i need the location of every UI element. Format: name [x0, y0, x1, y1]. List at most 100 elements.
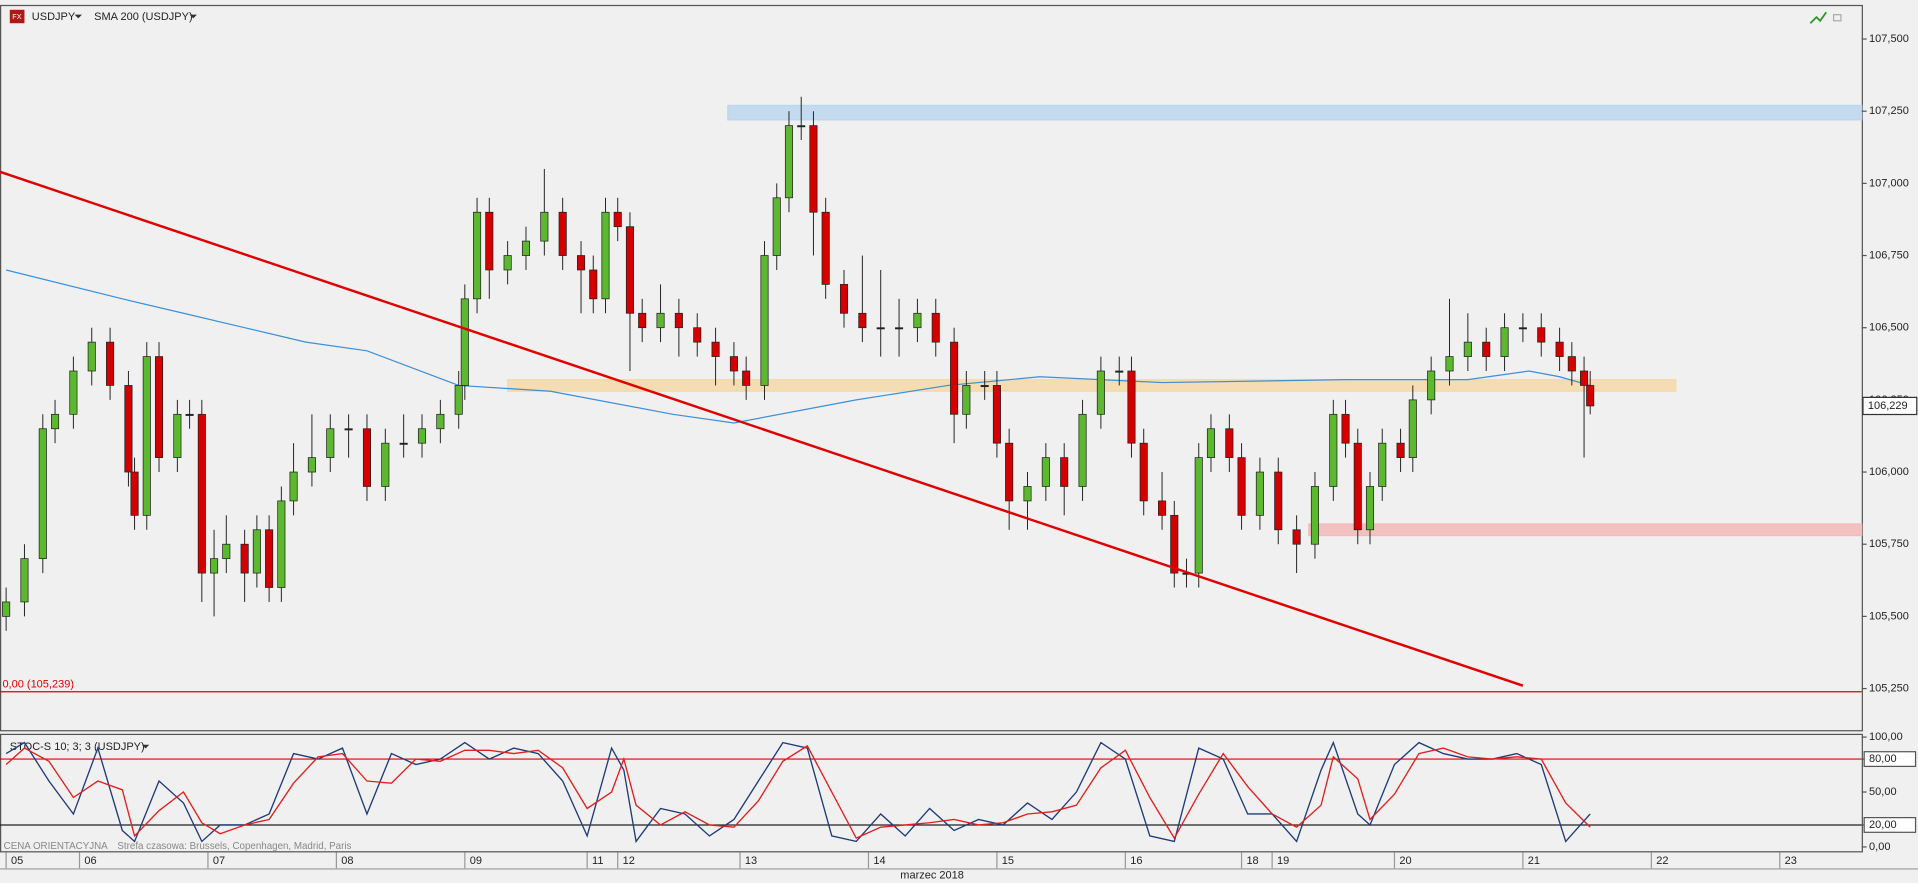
candle-body: [576, 255, 586, 271]
symbol-icon[interactable]: [9, 9, 25, 24]
x-tick-label: 11: [592, 855, 603, 867]
candle-body: [173, 413, 182, 458]
candle-body: [399, 442, 408, 445]
x-tick-label: 12: [623, 855, 635, 867]
candle-body: [1518, 327, 1527, 330]
candle-body: [1463, 341, 1472, 357]
candle-body: [558, 211, 567, 256]
indicator-title[interactable]: STOC-S 10; 3; 3 (USDJPY): [10, 741, 145, 753]
x-axis-title: marzec 2018: [900, 870, 964, 882]
x-tick-label: 07: [213, 855, 225, 867]
candle-body: [895, 327, 904, 330]
dropdown-arrow[interactable]: [189, 14, 197, 19]
candle-body: [1170, 514, 1179, 574]
stoch-panel: [0, 733, 1863, 853]
candle-body: [656, 312, 665, 329]
candle-body: [485, 211, 494, 271]
candle-body: [931, 312, 940, 343]
legend-entry[interactable]: SMA 200 (USDJPY): [94, 11, 192, 23]
candle-body: [1329, 413, 1338, 487]
x-tick-label: 23: [1785, 855, 1797, 867]
y-tick-label: 80,00: [1869, 753, 1897, 765]
candle-body: [344, 428, 353, 431]
candle-body: [1115, 370, 1124, 373]
candle-body: [38, 428, 47, 560]
x-tick-label: 13: [745, 855, 757, 867]
candle-body: [1567, 356, 1576, 372]
candle-body: [1408, 399, 1417, 458]
x-tick-label: 18: [1246, 855, 1258, 867]
candle-body: [962, 385, 971, 415]
x-tick-label: 06: [84, 855, 96, 867]
candle-body: [1427, 370, 1436, 401]
candle-body: [1225, 428, 1234, 458]
toolbar-icon[interactable]: [1809, 11, 1828, 24]
candle-body: [601, 211, 610, 300]
candle-body: [1096, 370, 1105, 415]
candle-body: [69, 370, 78, 415]
candle-body: [980, 385, 989, 388]
trendline: [0, 170, 1524, 687]
x-tick-label: 08: [341, 855, 353, 867]
level-label-box: [1863, 817, 1917, 833]
candle-body: [1365, 486, 1375, 531]
stoch-line: [5, 740, 1591, 844]
candle-body: [252, 529, 261, 574]
candle-body: [87, 341, 96, 372]
dropdown-arrow[interactable]: [74, 14, 82, 19]
candle-body: [326, 428, 335, 458]
candle-body: [1127, 370, 1136, 444]
candle-body: [130, 471, 139, 516]
window-button[interactable]: [1832, 14, 1842, 22]
candle-body: [858, 312, 867, 329]
timezone: Strefa czasowa: Brussels, Copenhagen, Ma…: [117, 841, 351, 852]
x-tick-label: 09: [470, 855, 482, 867]
candle-body: [124, 385, 133, 473]
candle-body: [1396, 442, 1405, 458]
last-price-label: 106,229: [1868, 400, 1908, 412]
y-tick-label: 50,00: [1869, 786, 1897, 798]
zone: [507, 379, 1677, 392]
candle-body: [613, 211, 622, 228]
candle-body: [1378, 442, 1387, 487]
y-tick-label: 107,250: [1869, 105, 1909, 117]
x-tick-label: 05: [11, 855, 23, 867]
candle-body: [797, 125, 806, 128]
candle-body: [760, 255, 769, 386]
candle-body: [589, 269, 598, 300]
candle-body: [1445, 356, 1454, 372]
candle-body: [1023, 486, 1032, 502]
candle-body: [307, 457, 316, 473]
candle-body: [1580, 370, 1589, 386]
dropdown-arrow[interactable]: [141, 744, 150, 749]
y-tick-label: 105,250: [1869, 682, 1909, 694]
candle-body: [1482, 341, 1491, 357]
candle-body: [809, 125, 818, 213]
sma-line: [5, 269, 1591, 424]
candle-body: [1139, 442, 1148, 502]
x-tick-label: 19: [1277, 855, 1289, 867]
candle-body: [729, 356, 738, 372]
candle-body: [1255, 471, 1264, 516]
candle-body: [197, 413, 206, 574]
candle-body: [142, 356, 151, 516]
candle-body: [277, 500, 286, 588]
y-tick-label: 107,500: [1869, 33, 1909, 45]
candle-body: [1060, 457, 1069, 487]
candle-body: [1555, 341, 1564, 357]
horizontal-line-label: 0,00 (105,239): [2, 678, 74, 690]
candle-body: [381, 442, 390, 487]
candle-body: [1041, 457, 1050, 487]
symbol[interactable]: USDJPY: [32, 11, 76, 23]
last-price-box: [1862, 396, 1918, 416]
candle-body: [265, 529, 274, 588]
y-tick-label: 105,500: [1869, 610, 1909, 622]
candle-body: [1292, 529, 1301, 545]
icon-glyph: FX: [12, 12, 21, 21]
candle-body: [436, 413, 445, 430]
candle-body: [772, 197, 781, 256]
candle-body: [992, 385, 1001, 444]
x-tick-label: 14: [873, 855, 885, 867]
candle-body: [362, 428, 372, 487]
